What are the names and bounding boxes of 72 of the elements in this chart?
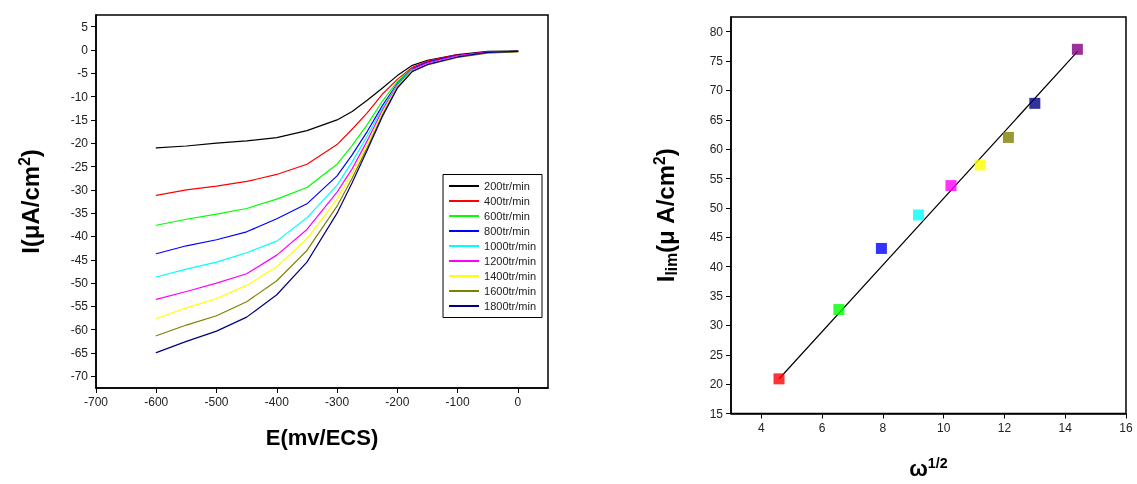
x-tick-label: 8 [879, 420, 887, 435]
y-tick-label: -20 [70, 136, 89, 151]
y-tick-label: -65 [70, 346, 89, 361]
y-tick-label: 75 [709, 54, 724, 69]
line-series [155, 50, 519, 149]
point [912, 209, 924, 221]
point [773, 373, 785, 385]
legend-label: 1000tr/min [484, 240, 537, 252]
y-axis-title: I(μA/cm2) [15, 149, 44, 254]
y-tick-label: 35 [709, 289, 724, 304]
y-tick-label: -10 [70, 89, 89, 104]
x-tick-label: 4 [758, 420, 766, 435]
line-series [155, 68, 413, 278]
line-series [155, 67, 413, 226]
y-tick-label: 80 [709, 24, 724, 39]
x-tick-label: 16 [1119, 420, 1133, 435]
point [833, 304, 845, 316]
y-tick-label: -60 [70, 322, 89, 337]
line-series [155, 69, 413, 320]
y-tick-label: -50 [70, 276, 89, 291]
point [974, 159, 986, 171]
y-tick-label: 40 [709, 259, 724, 274]
y-tick-label: 65 [709, 112, 724, 127]
y-tick-label: -55 [70, 299, 89, 314]
legend-label: 600tr/min [484, 210, 530, 222]
legend-label: 200tr/min [484, 180, 530, 192]
line-series [155, 54, 459, 197]
x-tick-label: -100 [445, 395, 470, 409]
y-tick-label: 0 [81, 42, 89, 57]
y-tick-label: -25 [70, 159, 89, 174]
y-tick-label: 50 [709, 200, 724, 215]
point [875, 242, 887, 254]
y-tick-label: 45 [709, 230, 724, 245]
point [945, 180, 957, 192]
legend-label: 800tr/min [484, 225, 530, 237]
legend-label: 1400tr/min [484, 270, 537, 282]
x-tick-label: -700 [83, 395, 109, 409]
y-tick-label: 55 [709, 171, 724, 186]
y-tick-label: 25 [709, 347, 724, 362]
y-tick-label: 15 [709, 406, 724, 421]
legend-label: 1600tr/min [484, 285, 537, 297]
y-tick-label: 70 [709, 83, 724, 98]
y-tick-label: -40 [70, 229, 89, 244]
x-tick-label: 14 [1058, 420, 1073, 435]
line-series [155, 54, 459, 255]
legend-label: 400tr/min [484, 195, 530, 207]
x-tick-label: 12 [997, 420, 1012, 435]
x-tick-label: 6 [818, 420, 826, 435]
legend-label: 1800tr/min [484, 300, 537, 312]
x-tick-label: 10 [937, 420, 951, 435]
y-tick-label: -35 [70, 206, 89, 221]
point [1071, 43, 1083, 55]
x-tick-label: 0 [514, 395, 522, 409]
y-axis-title: Ilim(μ A/cm2) [650, 148, 680, 283]
point [1029, 97, 1041, 109]
y-tick-label: 60 [709, 142, 724, 157]
x-tick-label: -200 [385, 395, 410, 409]
x-tick-label: -500 [204, 395, 229, 409]
x-tick-label: -300 [325, 395, 350, 409]
y-tick-label: -5 [77, 66, 89, 81]
x-axis-title: E(mv/ECS) [265, 424, 379, 450]
y-tick-label: 20 [709, 377, 724, 392]
y-tick-label: 5 [81, 19, 89, 34]
x-tick-label: -600 [144, 395, 169, 409]
y-tick-label: -70 [70, 369, 89, 384]
y-tick-label: -45 [70, 252, 89, 267]
x-tick-label: -400 [264, 395, 290, 409]
legend-label: 1200tr/min [484, 255, 537, 267]
y-tick-label: 30 [709, 318, 724, 333]
point [1002, 131, 1014, 143]
y-tick-label: -15 [70, 112, 89, 127]
y-tick-label: -30 [70, 182, 89, 197]
